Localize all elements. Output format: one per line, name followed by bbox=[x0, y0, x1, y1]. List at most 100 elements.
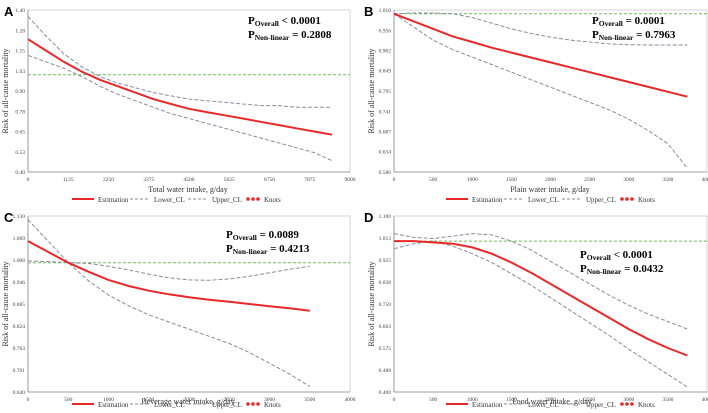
panel-letter: B bbox=[364, 4, 373, 19]
y-tick-label: 0.65 bbox=[15, 130, 25, 136]
x-tick-label: 1125 bbox=[63, 177, 74, 183]
x-axis-label: Food water intake, g/day bbox=[512, 397, 592, 406]
x-tick-label: 0 bbox=[393, 397, 396, 403]
x-tick-label: 3500 bbox=[304, 397, 315, 403]
legend: Estimation Lower_CL Upper_CL Knots bbox=[72, 401, 281, 409]
y-tick-label: 0.640 bbox=[13, 390, 26, 396]
x-tick-label: 1000 bbox=[103, 397, 114, 403]
x-tick-label: 2500 bbox=[224, 397, 235, 403]
y-tick-label: 0.580 bbox=[379, 170, 392, 176]
panel-a: A 0.40 0.53 0.65 0.78 0.90 1.03 1.15 1.28 1.40 0 11… bbox=[1, 4, 356, 194]
x-tick-label: 3375 bbox=[143, 177, 154, 183]
x-tick-label: 0 bbox=[393, 177, 396, 183]
legend-knot-dot bbox=[630, 402, 634, 406]
y-tick-label: 1.40 bbox=[15, 8, 25, 14]
estimation-line bbox=[394, 240, 688, 357]
p-overall: POverall < 0.0001 bbox=[248, 15, 321, 28]
y-tick-label: 1.013 bbox=[379, 236, 392, 242]
y-tick-label: 1.010 bbox=[379, 8, 392, 14]
legend-lower: Lower_CL bbox=[528, 196, 559, 204]
y-tick-label: 1.28 bbox=[15, 28, 25, 34]
x-tick-label: 1500 bbox=[506, 177, 517, 183]
y-tick-label: 0.634 bbox=[379, 150, 392, 156]
legend-estimation: Estimation bbox=[98, 196, 129, 204]
x-tick-label: 4000 bbox=[702, 177, 708, 183]
legend-upper: Upper_CL bbox=[212, 196, 242, 204]
y-tick-label: 0.885 bbox=[13, 302, 26, 308]
panel-letter: D bbox=[364, 210, 373, 225]
y-tick-label: 0.902 bbox=[379, 49, 392, 55]
x-tick-label: 500 bbox=[429, 177, 438, 183]
estimation-line bbox=[27, 240, 310, 312]
y-tick-label: 0.838 bbox=[379, 280, 392, 286]
upper-cl-line bbox=[27, 260, 310, 281]
y-axis-label: Risk of all-cause mortality bbox=[367, 261, 376, 346]
legend-lower: Lower_CL bbox=[154, 196, 185, 204]
p-overall: POverall = 0.0089 bbox=[226, 229, 299, 242]
legend-lower: Lower_CL bbox=[528, 401, 559, 409]
x-tick-label: 1500 bbox=[506, 397, 517, 403]
legend: Estimation Lower_CL Upper_CL Knots bbox=[446, 196, 655, 204]
x-axis-label: Total water intake, g/day bbox=[148, 185, 227, 194]
lower-cl-line bbox=[27, 219, 311, 388]
x-tick-label: 3500 bbox=[662, 397, 673, 403]
y-tick-label: 0.78 bbox=[15, 109, 25, 115]
x-tick-label: 0 bbox=[27, 177, 30, 183]
y-tick-label: 1.008 bbox=[13, 258, 26, 264]
x-tick-label: 2250 bbox=[103, 177, 114, 183]
y-tick-label: 0.400 bbox=[379, 390, 392, 396]
legend-upper: Upper_CL bbox=[586, 401, 616, 409]
legend: Estimation Lower_CL Upper_CL Knots bbox=[446, 401, 655, 409]
legend-upper: Upper_CL bbox=[212, 401, 242, 409]
y-tick-label: 0.90 bbox=[15, 89, 25, 95]
estimation-line bbox=[393, 12, 688, 98]
x-tick-label: 6750 bbox=[264, 177, 275, 183]
y-axis-label: Risk of all-cause mortality bbox=[1, 48, 10, 133]
x-tick-label: 2500 bbox=[584, 177, 595, 183]
y-tick-label: 1.15 bbox=[15, 49, 25, 55]
x-tick-label: 4000 bbox=[345, 397, 356, 403]
legend-estimation: Estimation bbox=[98, 401, 129, 409]
x-tick-label: 2500 bbox=[584, 397, 595, 403]
x-tick-label: 4500 bbox=[184, 177, 195, 183]
x-axis-label: Plain water intake, g/day bbox=[510, 185, 590, 194]
estimation-line bbox=[27, 38, 333, 136]
y-axis-label: Risk of all-cause mortality bbox=[1, 261, 10, 346]
legend-knots: Knots bbox=[638, 401, 655, 409]
p-overall: POverall < 0.0001 bbox=[580, 249, 653, 262]
p-nonlinear: PNon-linear = 0.2808 bbox=[248, 29, 332, 42]
legend-knot-dot bbox=[251, 197, 255, 201]
legend-knot-dot bbox=[251, 402, 255, 406]
y-tick-label: 1.069 bbox=[13, 236, 26, 242]
x-tick-label: 1500 bbox=[143, 397, 154, 403]
legend-knots: Knots bbox=[264, 401, 281, 409]
x-tick-label: 3000 bbox=[264, 397, 275, 403]
x-tick-label: 2000 bbox=[545, 177, 556, 183]
x-tick-label: 2000 bbox=[545, 397, 556, 403]
panel-d: D 0.400 0.488 0.575 0.663 0.750 0.838 0.925 1.01… bbox=[364, 210, 708, 406]
y-axis-label: Risk of all-cause mortality bbox=[367, 48, 376, 133]
x-tick-label: 1000 bbox=[467, 177, 478, 183]
upper-cl-line bbox=[393, 12, 688, 46]
y-tick-label: 0.849 bbox=[379, 69, 392, 75]
y-tick-label: 0.53 bbox=[15, 150, 25, 156]
lower-cl-line bbox=[393, 13, 688, 169]
y-tick-label: 0.575 bbox=[379, 346, 392, 352]
legend-knots: Knots bbox=[264, 196, 281, 204]
x-tick-label: 3000 bbox=[623, 397, 634, 403]
legend-knot-dot bbox=[625, 197, 629, 201]
y-tick-label: 0.946 bbox=[13, 280, 26, 286]
y-tick-label: 0.925 bbox=[379, 258, 392, 264]
legend-knot-dot bbox=[246, 402, 250, 406]
legend-upper: Upper_CL bbox=[586, 196, 616, 204]
x-tick-label: 7875 bbox=[304, 177, 315, 183]
y-tick-label: 1.03 bbox=[15, 69, 25, 75]
p-nonlinear: PNon-linear = 0.4213 bbox=[226, 243, 310, 256]
upper-cl-line bbox=[27, 16, 333, 108]
x-tick-label: 500 bbox=[429, 397, 438, 403]
y-tick-label: 0.40 bbox=[15, 170, 25, 176]
p-overall: POverall = 0.0001 bbox=[592, 15, 665, 28]
legend-knots: Knots bbox=[638, 196, 655, 204]
x-tick-label: 3500 bbox=[662, 177, 673, 183]
